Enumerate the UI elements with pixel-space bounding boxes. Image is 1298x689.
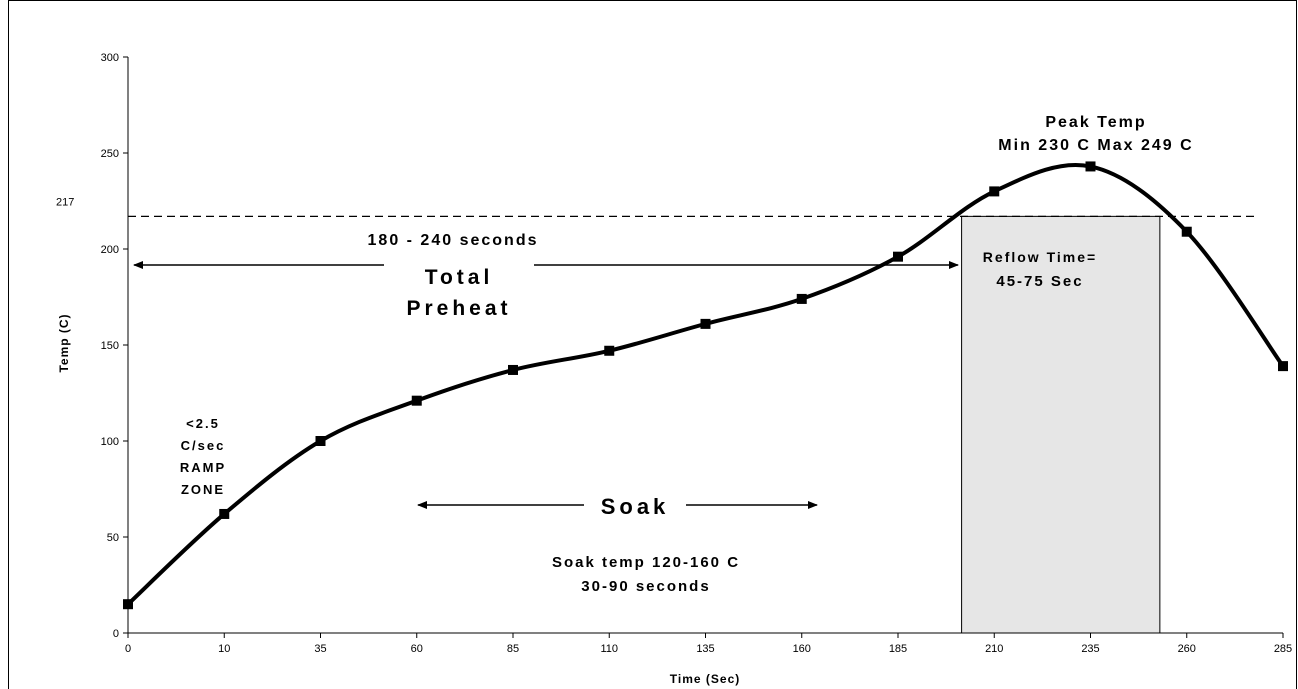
peak-temp-title: Peak Temp bbox=[1045, 114, 1146, 131]
data-point-marker bbox=[219, 508, 230, 519]
soak-time-label: 30-90 seconds bbox=[581, 578, 710, 595]
x-tick-label: 85 bbox=[507, 643, 519, 655]
chart-frame bbox=[8, 0, 1297, 689]
x-tick-label: 285 bbox=[1274, 643, 1292, 655]
y-tick-label: 100 bbox=[101, 436, 119, 448]
y-tick-label: 50 bbox=[107, 532, 119, 544]
data-point-marker bbox=[411, 395, 422, 406]
x-tick-label: 10 bbox=[218, 643, 230, 655]
data-point-marker bbox=[315, 436, 326, 446]
data-point-marker bbox=[796, 293, 807, 304]
x-tick-label: 210 bbox=[985, 643, 1003, 655]
ramp-label-line3: RAMP bbox=[180, 460, 226, 475]
data-point-marker bbox=[604, 345, 615, 356]
data-point-marker bbox=[989, 186, 1000, 197]
y-tick-group: 0 50 100 150 200 250 300 bbox=[101, 52, 128, 640]
peak-temp-range: Min 230 C Max 249 C bbox=[998, 137, 1193, 154]
ramp-label-line1: <2.5 bbox=[186, 416, 220, 431]
x-tick-label: 160 bbox=[793, 643, 811, 655]
y-tick-label: 150 bbox=[101, 340, 119, 352]
ramp-label-line4: ZONE bbox=[181, 482, 225, 497]
preheat-label: Preheat bbox=[406, 297, 511, 320]
x-tick-label: 135 bbox=[696, 643, 714, 655]
series-markers bbox=[123, 161, 1288, 610]
soak-temp-label: Soak temp 120-160 C bbox=[552, 554, 740, 571]
x-tick-label: 260 bbox=[1178, 643, 1196, 655]
x-tick-group: 0 10 35 60 85 110 135 160 185 210 235 260 285 bbox=[125, 633, 1292, 655]
data-point-marker bbox=[1085, 161, 1096, 172]
y-tick-label: 300 bbox=[101, 52, 119, 64]
x-tick-label: 110 bbox=[600, 643, 618, 655]
reflow-time-range: 45-75 Sec bbox=[996, 273, 1083, 290]
data-point-marker bbox=[893, 251, 903, 262]
x-tick-label: 60 bbox=[411, 643, 423, 655]
x-axis-title: Time (Sec) bbox=[670, 672, 740, 686]
y-tick-label: 200 bbox=[101, 244, 119, 256]
y-axis-title: Temp (C) bbox=[57, 313, 71, 372]
data-point-marker bbox=[700, 318, 711, 329]
data-point-marker bbox=[1278, 361, 1288, 372]
data-point-marker bbox=[123, 599, 133, 610]
data-point-marker bbox=[1181, 226, 1192, 237]
reflow-time-title: Reflow Time= bbox=[983, 249, 1097, 265]
x-tick-label: 235 bbox=[1081, 643, 1099, 655]
x-tick-label: 0 bbox=[125, 643, 131, 655]
preheat-time-label: 180 - 240 seconds bbox=[368, 232, 539, 249]
x-tick-label: 35 bbox=[314, 643, 326, 655]
y-tick-label: 250 bbox=[101, 148, 119, 160]
ramp-label-line2: C/sec bbox=[181, 438, 226, 453]
y-tick-label: 0 bbox=[113, 628, 119, 640]
preheat-total-label: Total bbox=[425, 266, 494, 289]
liquidus-reference-label: 217 bbox=[56, 196, 74, 208]
soak-label: Soak bbox=[601, 494, 670, 519]
data-point-marker bbox=[508, 364, 518, 375]
x-tick-label: 185 bbox=[889, 643, 907, 655]
